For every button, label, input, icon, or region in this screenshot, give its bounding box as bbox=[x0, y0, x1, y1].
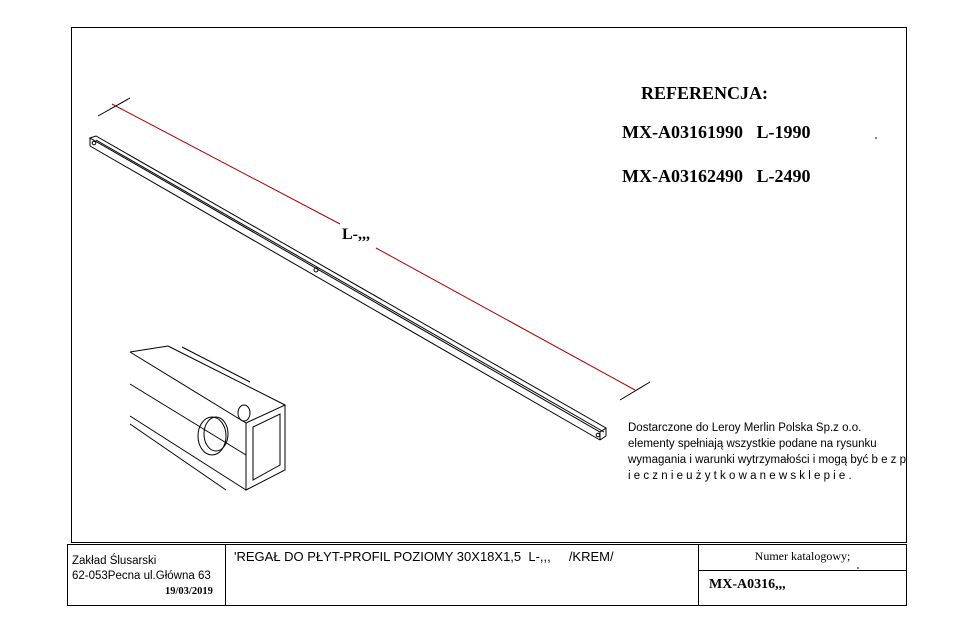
catalog-label: Numer katalogowy; bbox=[754, 549, 851, 563]
profile-bar bbox=[88, 135, 607, 441]
product-name: 'REGAŁ DO PŁYT-PROFIL POZIOMY 30X18X1,5 … bbox=[234, 549, 614, 564]
company-address: 62-053Pecna ul.Główna 63 bbox=[72, 570, 211, 582]
title-block: Zakład Ślusarski 62-053Pecna ul.Główna 6… bbox=[67, 544, 907, 606]
compliance-note: Dostarczone do Leroy Merlin Polska Sp.z … bbox=[628, 422, 907, 482]
catalog-cell: Numer katalogowy; MX-A0316,,, bbox=[699, 545, 906, 605]
profile-detail-view bbox=[129, 345, 286, 491]
drawing-date: 19/03/2019 bbox=[165, 586, 213, 597]
dimension-label: L-,,, bbox=[342, 226, 370, 243]
company-cell: Zakład Ślusarski 62-053Pecna ul.Główna 6… bbox=[68, 545, 226, 605]
drawing-frame bbox=[71, 27, 907, 543]
reference-line: MX-A03161990 L-1990 bbox=[622, 122, 811, 142]
catalog-header: Numer katalogowy; bbox=[699, 545, 906, 571]
company-name: Zakład Ślusarski bbox=[72, 555, 157, 567]
dimension-line bbox=[97, 97, 651, 401]
reference-line: MX-A03162490 L-2490 bbox=[622, 166, 811, 186]
product-cell: 'REGAŁ DO PŁYT-PROFIL POZIOMY 30X18X1,5 … bbox=[226, 545, 699, 605]
catalog-number: MX-A0316,,, bbox=[709, 577, 786, 592]
reference-heading: REFERENCJA: bbox=[641, 83, 769, 103]
